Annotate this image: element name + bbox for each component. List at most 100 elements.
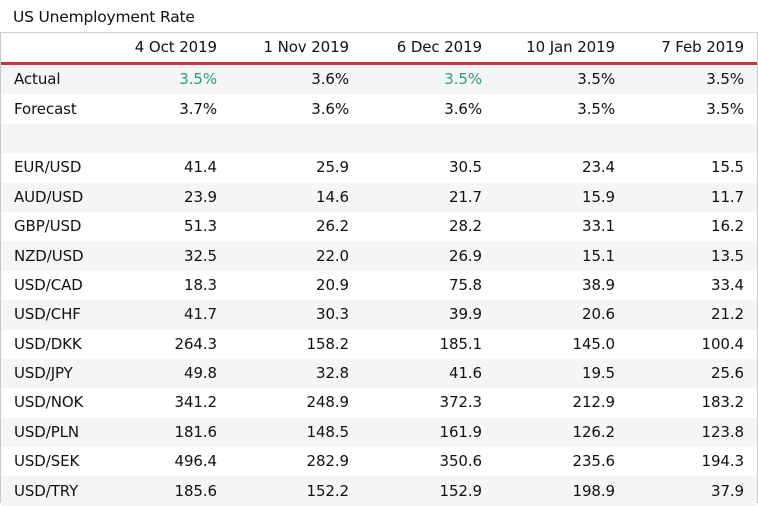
value-cell: 30.5: [349, 153, 482, 183]
table-title: US Unemployment Rate: [13, 8, 195, 26]
value-cell: 3.6%: [218, 63, 349, 95]
value-cell: 30.3: [218, 300, 349, 330]
row-label: GBP/USD: [1, 211, 91, 242]
value-cell: 11.7: [615, 182, 757, 212]
table-row: NZD/USD 32.5 22.0 26.9 15.1 13.5: [1, 241, 757, 271]
data-table-container: 4 Oct 2019 1 Nov 2019 6 Dec 2019 10 Jan …: [0, 32, 758, 506]
row-label: USD/CHF: [1, 300, 91, 330]
table-row: EUR/USD 41.4 25.9 30.5 23.4 15.5: [1, 153, 757, 183]
row-label: Actual: [1, 63, 91, 95]
value-cell: 23.4: [482, 153, 615, 183]
table-row: USD/DKK 264.3 158.2 185.1 145.0 100.4: [1, 329, 757, 359]
value-cell: 3.5%: [615, 63, 757, 95]
value-cell: [218, 123, 349, 154]
value-cell: 264.3: [91, 329, 218, 359]
row-label: [1, 123, 91, 154]
value-cell: 16.2: [615, 211, 757, 242]
value-cell: 26.2: [218, 211, 349, 242]
value-cell: 3.6%: [349, 94, 482, 124]
table-row: USD/TRY 185.6 152.2 152.9 198.9 37.9: [1, 476, 757, 506]
value-cell: 185.6: [91, 476, 218, 506]
value-cell: 28.2: [349, 211, 482, 242]
header-cell-label: [1, 33, 91, 65]
value-cell: 22.0: [218, 241, 349, 271]
value-cell: [349, 123, 482, 154]
value-cell: 161.9: [349, 417, 482, 448]
value-cell: 41.4: [91, 153, 218, 183]
value-cell: 41.6: [349, 358, 482, 389]
value-cell: 194.3: [615, 447, 757, 477]
table-row: Forecast 3.7% 3.6% 3.6% 3.5% 3.5%: [1, 94, 757, 124]
table-row: USD/CAD 18.3 20.9 75.8 38.9 33.4: [1, 270, 757, 301]
value-cell: 14.6: [218, 182, 349, 212]
value-cell: 235.6: [482, 447, 615, 477]
value-cell: 21.7: [349, 182, 482, 212]
row-label: NZD/USD: [1, 241, 91, 271]
table-row: Actual 3.5% 3.6% 3.5% 3.5% 3.5%: [1, 63, 757, 95]
value-cell: 23.9: [91, 182, 218, 212]
value-cell: 3.5%: [482, 63, 615, 95]
value-cell: 152.2: [218, 476, 349, 506]
value-cell: 13.5: [615, 241, 757, 271]
value-cell: 496.4: [91, 447, 218, 477]
value-cell: 185.1: [349, 329, 482, 359]
row-label: USD/CAD: [1, 270, 91, 301]
value-cell: [91, 123, 218, 154]
value-cell: 126.2: [482, 417, 615, 448]
value-cell: 32.5: [91, 241, 218, 271]
value-cell: 33.4: [615, 270, 757, 301]
value-cell: 3.5%: [91, 63, 218, 95]
value-cell: 33.1: [482, 211, 615, 242]
header-cell-date: 6 Dec 2019: [349, 33, 482, 65]
value-cell: 152.9: [349, 476, 482, 506]
unemployment-fx-table: 4 Oct 2019 1 Nov 2019 6 Dec 2019 10 Jan …: [1, 33, 757, 506]
row-label: USD/NOK: [1, 388, 91, 418]
value-cell: 21.2: [615, 300, 757, 330]
value-cell: 15.5: [615, 153, 757, 183]
value-cell: 51.3: [91, 211, 218, 242]
value-cell: 49.8: [91, 358, 218, 389]
value-cell: 41.7: [91, 300, 218, 330]
table-row: USD/PLN 181.6 148.5 161.9 126.2 123.8: [1, 417, 757, 448]
row-label: Forecast: [1, 94, 91, 124]
value-cell: 3.5%: [482, 94, 615, 124]
row-label: AUD/USD: [1, 182, 91, 212]
value-cell: 75.8: [349, 270, 482, 301]
table-row: GBP/USD 51.3 26.2 28.2 33.1 16.2: [1, 211, 757, 242]
value-cell: [615, 123, 757, 154]
value-cell: 37.9: [615, 476, 757, 506]
table-row: USD/NOK 341.2 248.9 372.3 212.9 183.2: [1, 388, 757, 418]
value-cell: 20.6: [482, 300, 615, 330]
table-row: USD/JPY 49.8 32.8 41.6 19.5 25.6: [1, 358, 757, 389]
value-cell: 26.9: [349, 241, 482, 271]
row-label: USD/TRY: [1, 476, 91, 506]
value-cell: 3.5%: [349, 63, 482, 95]
value-cell: 15.1: [482, 241, 615, 271]
value-cell: 25.6: [615, 358, 757, 389]
header-cell-date: 7 Feb 2019: [615, 33, 757, 65]
value-cell: 39.9: [349, 300, 482, 330]
value-cell: 212.9: [482, 388, 615, 418]
row-label: USD/PLN: [1, 417, 91, 448]
header-row: 4 Oct 2019 1 Nov 2019 6 Dec 2019 10 Jan …: [1, 33, 757, 65]
value-cell: 3.6%: [218, 94, 349, 124]
value-cell: 183.2: [615, 388, 757, 418]
value-cell: 3.5%: [615, 94, 757, 124]
value-cell: 25.9: [218, 153, 349, 183]
value-cell: 145.0: [482, 329, 615, 359]
value-cell: [482, 123, 615, 154]
value-cell: 341.2: [91, 388, 218, 418]
value-cell: 350.6: [349, 447, 482, 477]
value-cell: 148.5: [218, 417, 349, 448]
table-row: AUD/USD 23.9 14.6 21.7 15.9 11.7: [1, 182, 757, 212]
spacer-row: [1, 123, 757, 154]
value-cell: 20.9: [218, 270, 349, 301]
value-cell: 18.3: [91, 270, 218, 301]
value-cell: 19.5: [482, 358, 615, 389]
value-cell: 372.3: [349, 388, 482, 418]
value-cell: 282.9: [218, 447, 349, 477]
table-row: USD/SEK 496.4 282.9 350.6 235.6 194.3: [1, 447, 757, 477]
header-cell-date: 4 Oct 2019: [91, 33, 218, 65]
value-cell: 123.8: [615, 417, 757, 448]
header-cell-date: 10 Jan 2019: [482, 33, 615, 65]
